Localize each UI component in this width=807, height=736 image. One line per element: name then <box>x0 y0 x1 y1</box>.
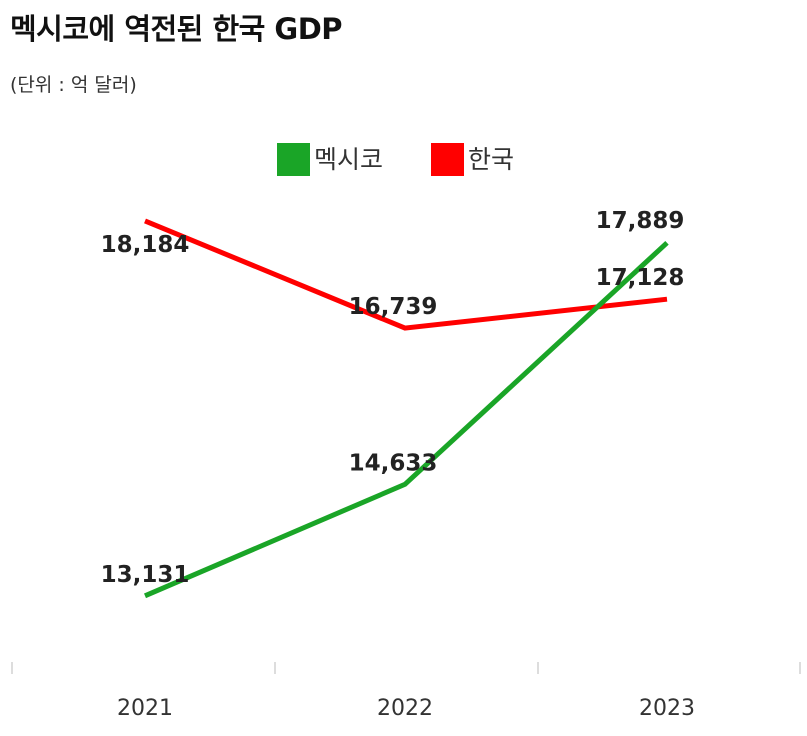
chart-subtitle: (단위 : 억 달러) <box>10 74 137 96</box>
x-tick-label-2021: 2021 <box>117 696 173 721</box>
legend-label-mexico: 멕시코 <box>314 145 383 174</box>
data-label-mexico-2022: 14,633 <box>349 450 438 476</box>
data-label-mexico-2021: 13,131 <box>101 562 190 588</box>
data-label-korea-2023: 17,128 <box>596 265 685 291</box>
legend-label-korea: 한국 <box>468 145 514 174</box>
chart-title: 멕시코에 역전된 한국 GDP <box>10 12 343 46</box>
x-tick-label-2022: 2022 <box>377 696 433 721</box>
data-label-korea-2022: 16,739 <box>349 294 438 320</box>
legend-swatch-mexico <box>277 143 310 176</box>
series-line-korea <box>144 218 668 331</box>
legend-swatch-korea <box>431 143 464 176</box>
series-line-mexico <box>144 240 669 599</box>
x-tick-label-2023: 2023 <box>639 696 695 721</box>
legend: 멕시코 한국 <box>277 143 514 176</box>
data-labels: 13,131 14,633 17,889 18,184 16,739 17,128 <box>101 208 685 588</box>
data-label-korea-2021: 18,184 <box>101 232 190 258</box>
series-lines <box>144 218 669 599</box>
x-axis: 2021 2022 2023 <box>11 662 801 721</box>
data-label-mexico-2023: 17,889 <box>596 208 685 234</box>
